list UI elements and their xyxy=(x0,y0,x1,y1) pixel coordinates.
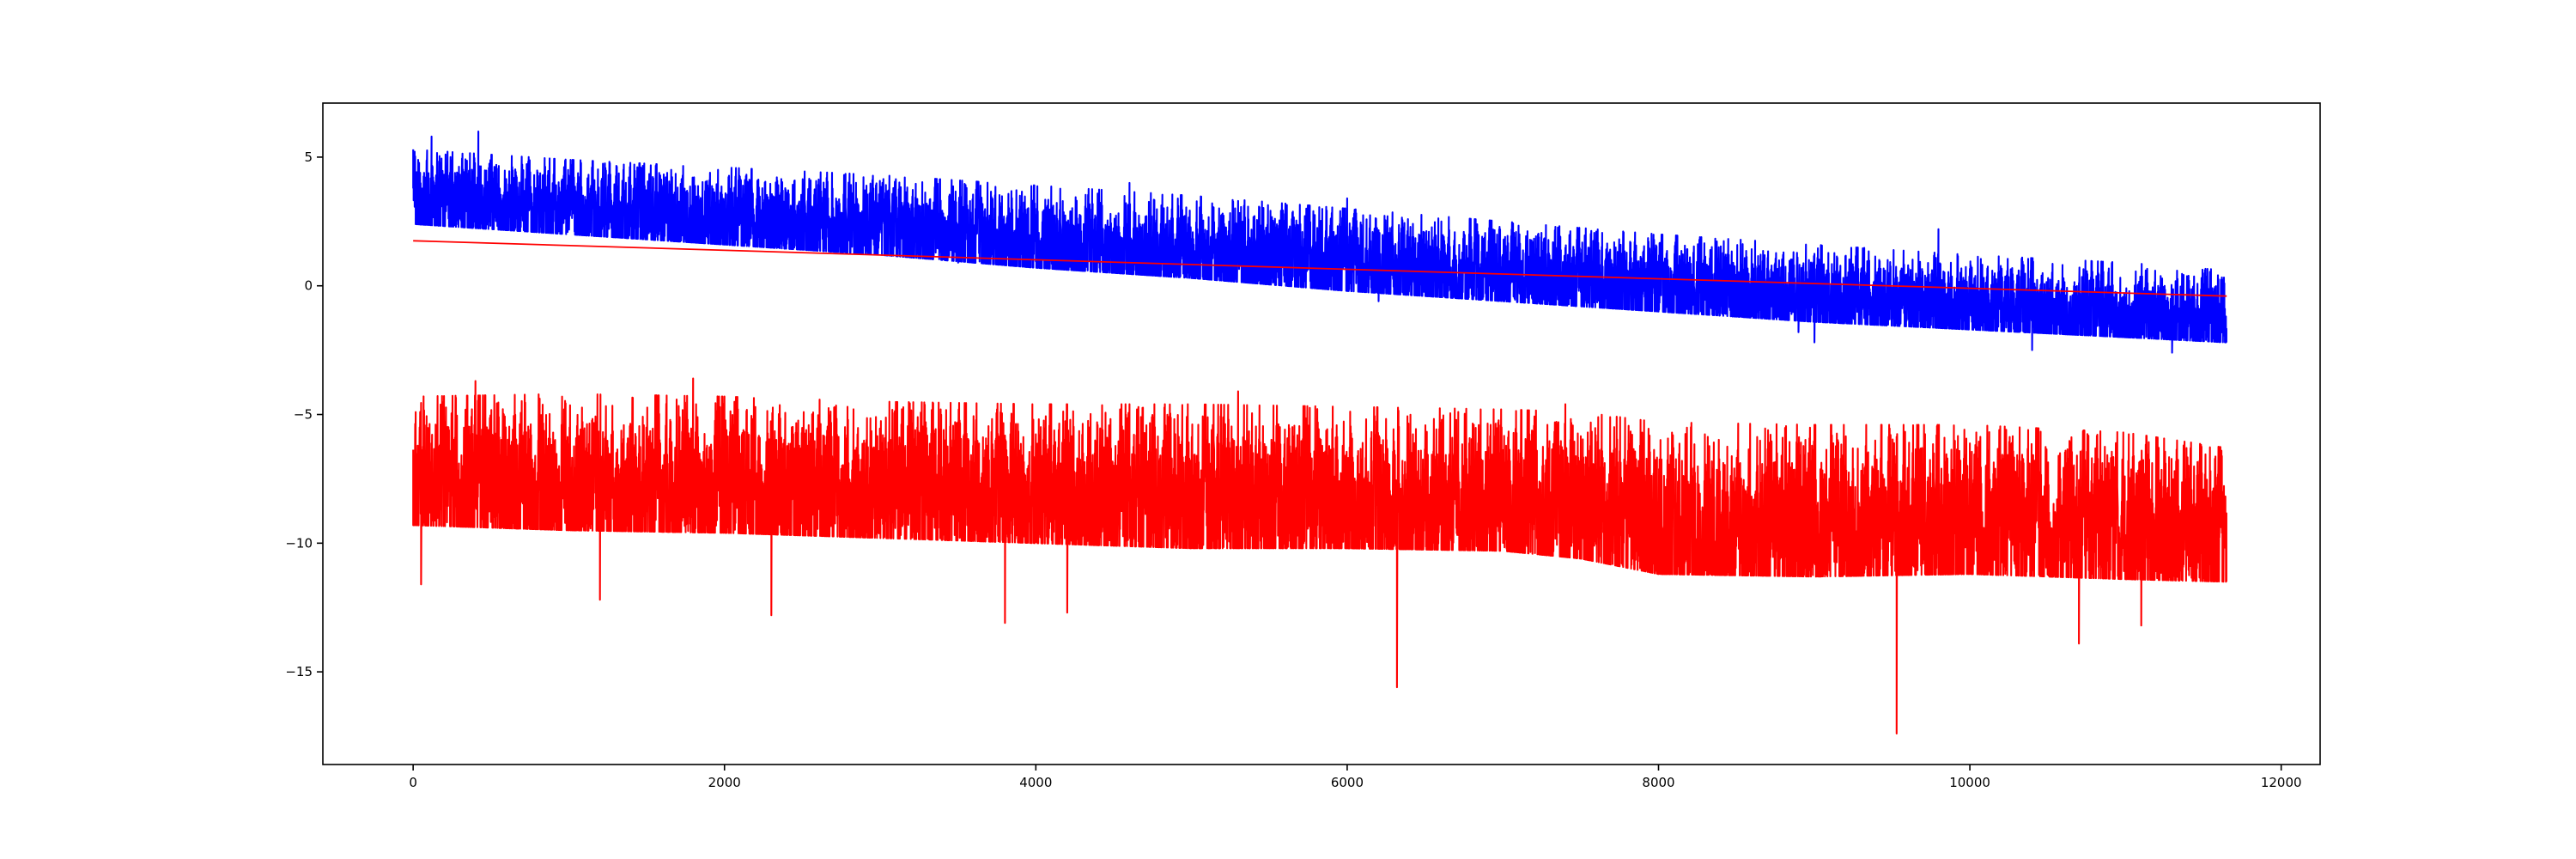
y-axis: 5 0 −5 −10 −15 xyxy=(285,149,323,679)
y-tick-label-2: −5 xyxy=(294,407,313,423)
x-tick-label-0: 0 xyxy=(409,775,417,790)
x-axis: 0 2000 4000 6000 8000 10000 12000 xyxy=(409,765,2302,790)
y-tick-label-4: −15 xyxy=(285,664,313,679)
x-tick-label-4000: 4000 xyxy=(1019,775,1052,790)
y-tick-label-3: −10 xyxy=(285,535,313,551)
x-tick-label-2000: 2000 xyxy=(708,775,741,790)
series-1-line xyxy=(412,377,2227,735)
x-tick-label-6000: 6000 xyxy=(1331,775,1364,790)
plot-frame xyxy=(322,102,2321,765)
series-0-line xyxy=(412,130,2227,354)
x-tick-label-10000: 10000 xyxy=(1949,775,1990,790)
y-tick-label-1: 0 xyxy=(304,278,313,294)
y-tick-label-0: 5 xyxy=(304,149,313,165)
series-2-trend-line xyxy=(413,240,2227,297)
x-tick-label-12000: 12000 xyxy=(2261,775,2302,790)
x-tick-label-8000: 8000 xyxy=(1642,775,1674,790)
series-layer xyxy=(412,130,2227,735)
